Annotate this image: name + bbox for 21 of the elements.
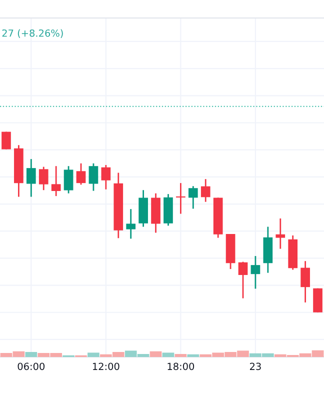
candlestick — [188, 185, 198, 210]
candlestick — [126, 208, 136, 240]
x-tick-label: 12:00 — [92, 362, 120, 370]
candlestick — [76, 162, 86, 186]
candlestick — [101, 164, 111, 190]
candlestick — [300, 260, 310, 304]
x-tick-label: 23 — [250, 362, 261, 370]
candlestick — [250, 255, 260, 290]
candlestick — [88, 162, 98, 192]
x-tick-label: 18:00 — [168, 362, 194, 370]
candlestick — [38, 166, 48, 191]
text: 27 (+8.26%) — [2, 29, 63, 38]
candlestick — [64, 165, 74, 194]
candlestick — [276, 218, 286, 250]
candlestick — [26, 158, 36, 198]
candlestick — [176, 182, 186, 214]
candlestick — [2, 131, 11, 150]
candlestick — [51, 165, 61, 197]
candlestick — [200, 178, 210, 203]
x-tick-label: 06:00 — [18, 362, 45, 370]
candlestick — [238, 261, 248, 299]
